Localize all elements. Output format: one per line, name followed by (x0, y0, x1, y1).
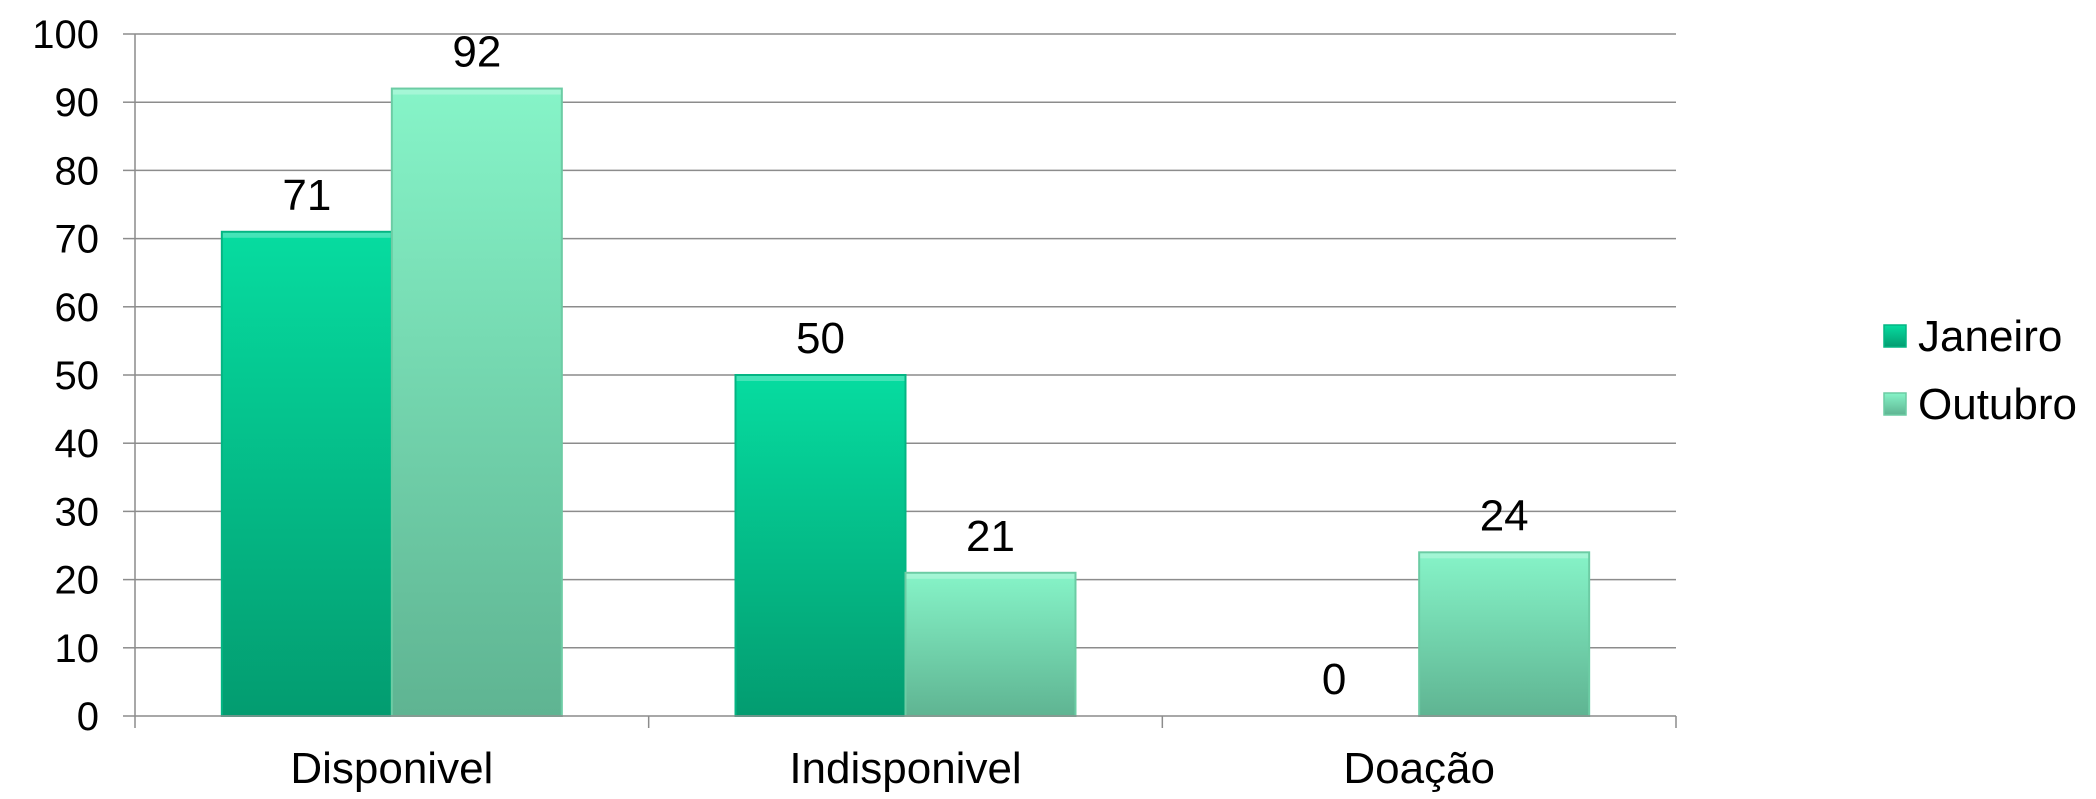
y-tick-label: 50 (55, 354, 100, 398)
bars (220, 87, 1591, 718)
data-label: 21 (966, 512, 1015, 561)
bar-outubro-1 (904, 571, 1077, 718)
y-tick-label: 20 (55, 559, 100, 603)
y-tick-label: 90 (55, 81, 100, 125)
data-label: 24 (1480, 491, 1529, 540)
y-tick-label: 100 (32, 13, 99, 57)
x-category-label: Indisponivel (789, 744, 1021, 793)
y-tick-label: 40 (55, 422, 100, 466)
y-tick-label: 80 (55, 149, 100, 193)
bar-highlight (906, 573, 1075, 579)
legend-swatch-janeiro (1883, 324, 1907, 348)
bar-outubro-2 (1418, 551, 1591, 717)
bar-highlight (392, 89, 561, 95)
data-label: 92 (452, 28, 501, 77)
legend-label: Outubro (1918, 380, 2077, 429)
x-category-label: Doação (1343, 744, 1495, 793)
bar-janeiro-0 (220, 230, 393, 717)
legend-swatch-outubro (1883, 392, 1907, 416)
data-label: 71 (282, 171, 331, 220)
data-labels: 71 92 50 21 0 24 (282, 28, 1528, 704)
axes: 0 10 20 30 40 50 60 70 80 90 100 Disponivel Indispon… (32, 13, 1677, 793)
data-label: 0 (1322, 655, 1346, 704)
y-tick-label: 0 (77, 695, 99, 739)
bar-janeiro-1 (734, 374, 907, 717)
data-label: 50 (796, 314, 845, 363)
legend: Janeiro Outubro (1883, 312, 2077, 429)
legend-label: Janeiro (1918, 312, 2062, 361)
bar-outubro-0 (390, 87, 563, 717)
y-tick-label: 60 (55, 286, 100, 330)
x-category-label: Disponivel (290, 744, 493, 793)
y-tick-label: 10 (55, 627, 100, 671)
y-tick-label: 30 (55, 490, 100, 534)
bar-highlight (222, 232, 391, 238)
bar-highlight (1420, 553, 1589, 559)
bar-highlight (736, 376, 905, 381)
y-tick-label: 70 (55, 218, 100, 262)
